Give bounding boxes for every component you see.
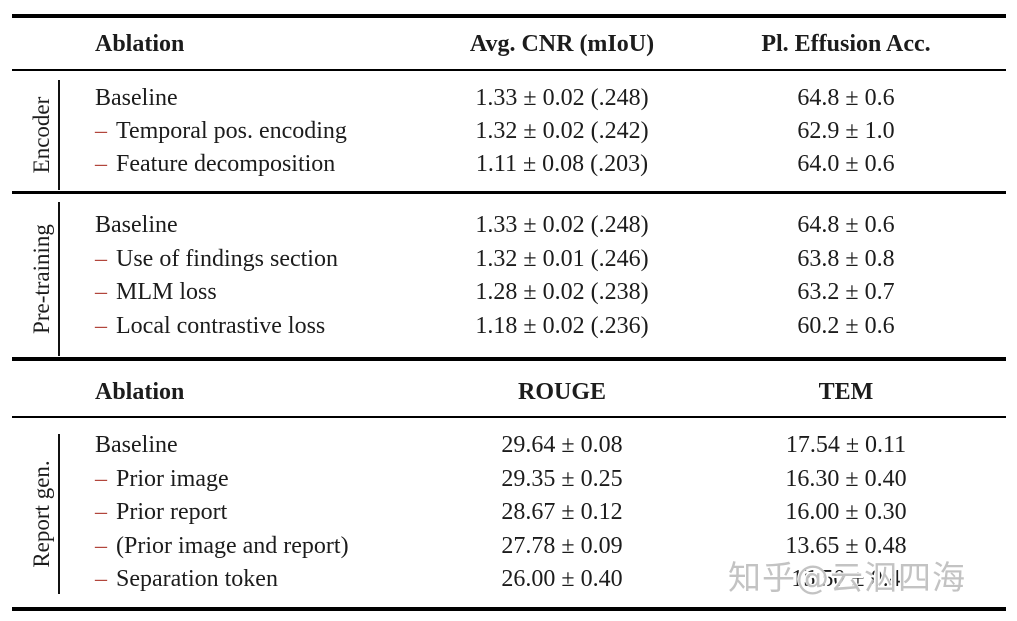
col-header-ablation: Ablation <box>95 379 185 405</box>
col-header-rouge: ROUGE <box>517 379 606 405</box>
ablation-label: – (Prior image and report) <box>95 530 349 564</box>
metric-rouge-value: 26.00 ± 0.40 <box>501 566 623 592</box>
table-row: Baseline 1.33 ± 0.02 (.248) 64.8 ± 0.6 <box>0 82 1017 115</box>
col-header-pl-effusion: Pl. Effusion Acc. <box>761 31 931 57</box>
removal-dash: – <box>95 245 107 272</box>
table-row: Baseline 1.33 ± 0.02 (.248) 64.8 ± 0.6 <box>0 209 1017 243</box>
metric-rouge-value: 29.35 ± 0.25 <box>501 465 623 492</box>
table-rule-middle-thick <box>12 357 1006 361</box>
metric-cnr-value: 1.33 ± 0.02 (.248) <box>475 212 649 238</box>
ablation-text: Baseline <box>95 85 178 111</box>
removal-dash: – <box>95 279 107 305</box>
ablation-text: Use of findings section <box>116 245 338 272</box>
metric-tem-value: 17.54 ± 0.11 <box>785 432 907 458</box>
ablation-label: Baseline <box>95 429 178 463</box>
metric-cnr-value: 1.32 ± 0.02 (.242) <box>475 118 649 144</box>
metric-acc-value: 64.8 ± 0.6 <box>797 85 895 111</box>
ablation-text: Prior report <box>116 499 228 525</box>
ablation-label: – Temporal pos. encoding <box>95 115 347 148</box>
ablation-text: MLM loss <box>116 279 217 305</box>
section-report-gen: Baseline 29.64 ± 0.08 17.54 ± 0.11 – Prio… <box>0 429 1017 597</box>
header-row-bottom: Ablation ROUGE TEM <box>0 374 1017 410</box>
ablation-text: (Prior image and report) <box>116 532 349 559</box>
metric-acc-value: 63.8 ± 0.8 <box>797 245 895 272</box>
table-row: Baseline 29.64 ± 0.08 17.54 ± 0.11 <box>0 429 1017 463</box>
ablation-label: – Use of findings section <box>95 243 338 277</box>
metric-acc-value: 63.2 ± 0.7 <box>797 279 895 305</box>
removal-dash: – <box>95 465 107 492</box>
table-row: – Separation token 26.00 ± 0.40 15.50 ± 0… <box>0 563 1017 597</box>
ablation-text: Baseline <box>95 212 178 238</box>
metric-cnr-value: 1.18 ± 0.02 (.236) <box>475 312 649 339</box>
table-rule-section-divider <box>12 191 1006 194</box>
col-header-tem: TEM <box>818 379 874 405</box>
col-header-ablation: Ablation <box>95 31 185 57</box>
section-encoder: Baseline 1.33 ± 0.02 (.248) 64.8 ± 0.6 –… <box>0 82 1017 181</box>
table-rule-top <box>12 14 1006 18</box>
ablation-text: Baseline <box>95 432 178 458</box>
zhihu-watermark: 知乎@云泅四海 <box>728 558 966 597</box>
ablation-label: – Prior report <box>95 496 227 530</box>
metric-rouge-value: 27.78 ± 0.09 <box>501 532 623 559</box>
removal-dash: – <box>95 566 107 592</box>
table-rule-under-header-2 <box>12 416 1006 418</box>
table-row: – Temporal pos. encoding 1.32 ± 0.02 (.24… <box>0 115 1017 148</box>
ablation-text: Separation token <box>116 566 278 592</box>
metric-cnr-value: 1.11 ± 0.08 (.203) <box>475 151 649 177</box>
metric-cnr-value: 1.32 ± 0.01 (.246) <box>475 245 649 272</box>
ablation-label: – MLM loss <box>95 276 217 310</box>
ablation-text: Prior image <box>116 465 229 492</box>
metric-acc-value: 64.0 ± 0.6 <box>797 151 895 177</box>
removal-dash: – <box>95 118 107 144</box>
metric-tem-value: 16.30 ± 0.40 <box>785 465 907 492</box>
metric-cnr-value: 1.33 ± 0.02 (.248) <box>475 85 649 111</box>
metric-tem-value: 16.00 ± 0.30 <box>785 499 907 525</box>
ablation-text: Local contrastive loss <box>116 312 326 339</box>
ablation-text: Temporal pos. encoding <box>116 118 347 144</box>
col-header-avg-cnr: Avg. CNR (mIoU) <box>469 31 655 57</box>
metric-acc-value: 62.9 ± 1.0 <box>797 118 895 144</box>
metric-tem-value: 13.65 ± 0.48 <box>785 532 907 559</box>
table-row: – Prior report 28.67 ± 0.12 16.00 ± 0.30 <box>0 496 1017 530</box>
metric-tem-value: 15.50 ± 0.4 <box>791 566 901 592</box>
section-pretraining: Baseline 1.33 ± 0.02 (.248) 64.8 ± 0.6 –… <box>0 209 1017 343</box>
table-row: – MLM loss 1.28 ± 0.02 (.238) 63.2 ± 0.7 <box>0 276 1017 310</box>
metric-acc-value: 60.2 ± 0.6 <box>797 312 895 339</box>
ablation-label: – Separation token <box>95 563 278 597</box>
removal-dash: – <box>95 532 107 559</box>
table-row: – Prior image 29.35 ± 0.25 16.30 ± 0.40 <box>0 463 1017 497</box>
table-row: – Local contrastive loss 1.18 ± 0.02 (.23… <box>0 310 1017 344</box>
metric-rouge-value: 28.67 ± 0.12 <box>501 499 623 525</box>
table-row: – Use of findings section 1.32 ± 0.01 (.2… <box>0 243 1017 277</box>
metric-cnr-value: 1.28 ± 0.02 (.238) <box>475 279 649 305</box>
table-rule-bottom <box>12 607 1006 611</box>
ablation-label: – Local contrastive loss <box>95 310 325 344</box>
metric-rouge-value: 29.64 ± 0.08 <box>501 432 623 458</box>
ablation-label: Baseline <box>95 209 178 243</box>
removal-dash: – <box>95 151 107 177</box>
removal-dash: – <box>95 312 107 339</box>
table-row: – (Prior image and report) 27.78 ± 0.09 1… <box>0 530 1017 564</box>
ablation-label: Baseline <box>95 82 178 115</box>
table-row: – Feature decomposition 1.11 ± 0.08 (.203… <box>0 148 1017 181</box>
table-rule-under-header-1 <box>12 69 1006 71</box>
metric-acc-value: 64.8 ± 0.6 <box>797 212 895 238</box>
ablation-label: – Prior image <box>95 463 229 497</box>
header-row-top: Ablation Avg. CNR (mIoU) Pl. Effusion Ac… <box>0 26 1017 62</box>
removal-dash: – <box>95 499 107 525</box>
ablation-text: Feature decomposition <box>116 151 336 177</box>
ablation-label: – Feature decomposition <box>95 148 335 181</box>
